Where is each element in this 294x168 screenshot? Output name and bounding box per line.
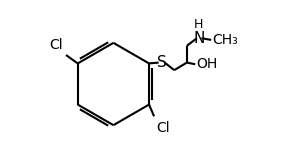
Text: Cl: Cl xyxy=(49,38,63,52)
Text: OH: OH xyxy=(196,57,217,71)
Text: CH₃: CH₃ xyxy=(212,33,238,47)
Text: Cl: Cl xyxy=(156,121,169,135)
Text: H: H xyxy=(194,18,203,32)
Text: N: N xyxy=(194,31,205,46)
Text: S: S xyxy=(157,55,166,70)
